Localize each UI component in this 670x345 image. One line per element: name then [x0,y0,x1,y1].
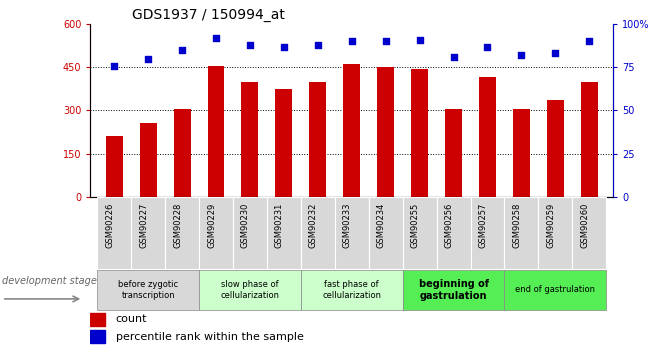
Bar [335,197,368,269]
Text: end of gastrulation: end of gastrulation [515,285,596,294]
Text: GSM90229: GSM90229 [207,203,216,248]
Text: GSM90258: GSM90258 [513,203,521,248]
Text: GSM90230: GSM90230 [241,203,250,248]
Point [448,54,459,60]
Bar [97,270,199,310]
Bar [505,270,606,310]
Point [516,52,527,58]
Point [414,37,425,42]
Point [210,35,221,41]
Bar [343,65,360,197]
Bar [581,82,598,197]
Bar [97,197,131,269]
Bar [90,330,105,343]
Bar [106,136,123,197]
Text: percentile rank within the sample: percentile rank within the sample [115,332,304,342]
Bar [377,67,394,197]
Text: GSM90256: GSM90256 [445,203,454,248]
Bar [547,100,564,197]
Point [245,42,255,48]
Bar [131,197,165,269]
Text: GSM90234: GSM90234 [377,203,386,248]
Text: GSM90232: GSM90232 [309,203,318,248]
Text: count: count [115,315,147,324]
Text: GSM90255: GSM90255 [411,203,419,248]
Bar [310,82,326,197]
Bar [275,89,292,197]
Point [143,56,153,61]
Bar [301,197,335,269]
Bar [174,109,190,197]
Bar [369,197,403,269]
Bar [403,197,437,269]
Bar [505,197,539,269]
Text: GSM90233: GSM90233 [343,203,352,248]
Bar [479,77,496,197]
Text: beginning of
gastrulation: beginning of gastrulation [419,279,488,300]
Text: development stage: development stage [2,276,96,286]
Bar [241,82,259,197]
Bar [90,313,105,326]
Point [109,63,119,68]
Point [279,44,289,49]
Bar [403,270,505,310]
Bar [513,109,530,197]
Text: GSM90257: GSM90257 [478,203,488,248]
Bar [539,197,572,269]
Text: GSM90228: GSM90228 [173,203,182,248]
Bar [208,66,224,197]
Bar [470,197,505,269]
Bar [139,124,157,197]
Point [584,39,595,44]
Point [312,42,323,48]
Bar [411,69,428,197]
Text: fast phase of
cellularization: fast phase of cellularization [322,280,381,299]
Text: GSM90231: GSM90231 [275,203,284,248]
Bar [572,197,606,269]
Bar [199,197,233,269]
Bar [233,197,267,269]
Point [381,39,391,44]
Bar [301,270,403,310]
Point [177,47,188,53]
Bar [445,109,462,197]
Text: GSM90226: GSM90226 [105,203,114,248]
Point [346,39,357,44]
Text: GSM90227: GSM90227 [139,203,148,248]
Text: GSM90260: GSM90260 [580,203,590,248]
Text: GDS1937 / 150994_at: GDS1937 / 150994_at [132,8,285,22]
Bar [199,270,301,310]
Text: GSM90259: GSM90259 [546,203,555,248]
Text: before zygotic
transcription: before zygotic transcription [118,280,178,299]
Bar [165,197,199,269]
Text: slow phase of
cellularization: slow phase of cellularization [220,280,279,299]
Bar [267,197,301,269]
Point [482,44,493,49]
Point [550,51,561,56]
Bar [437,197,470,269]
